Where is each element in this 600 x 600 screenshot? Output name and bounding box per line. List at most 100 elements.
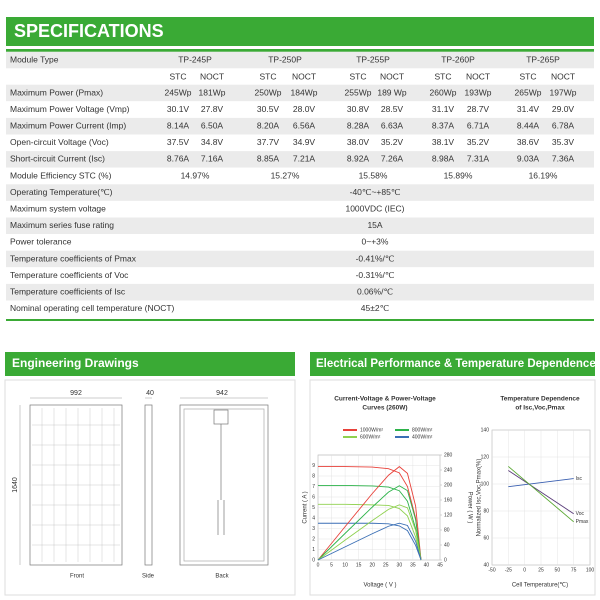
cell: 0~+3% bbox=[362, 237, 389, 247]
cell: 15.27% bbox=[271, 170, 300, 180]
cell: 35.2V bbox=[381, 137, 404, 147]
model-name: TP-250P bbox=[268, 54, 302, 64]
cell: 8.44A bbox=[517, 120, 540, 130]
y-tick-label: 120 bbox=[481, 454, 490, 460]
y-tick-label: 8 bbox=[312, 473, 315, 479]
row-label: Operating Temperature(℃) bbox=[10, 187, 113, 197]
chart-title: Temperature Dependence bbox=[500, 396, 580, 403]
section-bar bbox=[5, 352, 295, 376]
y2-tick-label: 120 bbox=[444, 512, 453, 518]
chart-title: of Isc,Voc,Pmax bbox=[515, 405, 565, 412]
cell: 255Wp bbox=[345, 87, 372, 97]
y2-tick-label: 0 bbox=[444, 557, 447, 563]
x-axis-label: Voltage ( V ) bbox=[363, 583, 396, 589]
cell: 31.4V bbox=[517, 104, 540, 114]
x-tick-label: -25 bbox=[505, 567, 512, 573]
cell: 6.50A bbox=[201, 120, 224, 130]
y-tick-label: 2 bbox=[312, 536, 315, 542]
x-tick-label: 5 bbox=[330, 562, 333, 568]
cell: 8.85A bbox=[257, 154, 280, 164]
y2-tick-label: 200 bbox=[444, 482, 453, 488]
cell: 8.28A bbox=[347, 120, 370, 130]
row-label: Temperature coefficients of Pmax bbox=[10, 253, 137, 263]
cell: 184Wp bbox=[291, 87, 318, 97]
x-tick-label: 10 bbox=[342, 562, 348, 568]
y-axis-label: Normalized Isc,Voc,Pmax(%) bbox=[477, 459, 483, 537]
title-bar bbox=[6, 17, 594, 46]
model-name: TP-260P bbox=[441, 54, 475, 64]
y-tick-label: 3 bbox=[312, 526, 315, 532]
view-label: Back bbox=[215, 574, 229, 580]
x-tick-label: 35 bbox=[410, 562, 416, 568]
y-tick-label: 40 bbox=[483, 562, 489, 568]
cell: 27.8V bbox=[201, 104, 224, 114]
x-axis-label: Cell Temperature(℃) bbox=[512, 583, 568, 589]
series-line bbox=[508, 478, 574, 488]
rule bbox=[6, 49, 594, 52]
sub-header: STC bbox=[435, 71, 452, 81]
row-bg bbox=[6, 51, 594, 69]
row-label: Temperature coefficients of Voc bbox=[10, 270, 129, 280]
dim-label: 992 bbox=[70, 390, 82, 397]
cell: 29.0V bbox=[552, 104, 575, 114]
cell: 8.14A bbox=[167, 120, 190, 130]
legend-label: 1000W/m² bbox=[360, 427, 383, 433]
row-bg bbox=[6, 184, 594, 201]
y2-tick-label: 280 bbox=[444, 452, 453, 458]
y-tick-label: 4 bbox=[312, 515, 315, 521]
series-label: Pmax bbox=[576, 519, 589, 525]
y2-tick-label: 240 bbox=[444, 467, 453, 473]
cell: 45±2℃ bbox=[361, 303, 390, 313]
row-bg bbox=[6, 167, 594, 185]
chart-title: Curves (260W) bbox=[362, 405, 407, 412]
cell: 35.2V bbox=[467, 137, 490, 147]
model-name: TP-265P bbox=[526, 54, 560, 64]
cell: 1000VDC (IEC) bbox=[345, 203, 404, 213]
cell: 31.1V bbox=[432, 104, 455, 114]
x-tick-label: 50 bbox=[555, 567, 561, 573]
x-tick-label: 20 bbox=[369, 562, 375, 568]
sub-header: NOCT bbox=[466, 71, 490, 81]
section-title: Electrical Performance & Temperature Dep… bbox=[316, 358, 596, 370]
series-label: Voc bbox=[576, 511, 585, 517]
cell: 38.6V bbox=[517, 137, 540, 147]
cell: 0.06%/℃ bbox=[357, 286, 393, 296]
row-bg bbox=[6, 283, 594, 301]
cell: 7.36A bbox=[552, 154, 575, 164]
y-tick-label: 80 bbox=[483, 508, 489, 514]
series-line bbox=[508, 466, 574, 523]
y-tick-label: 6 bbox=[312, 494, 315, 500]
header-label: Module Type bbox=[10, 54, 59, 64]
x-tick-label: 25 bbox=[538, 567, 544, 573]
cell: 30.8V bbox=[347, 104, 370, 114]
cell: 181Wp bbox=[199, 87, 226, 97]
legend-label: 600W/m² bbox=[360, 434, 381, 440]
cell: 260Wp bbox=[430, 87, 457, 97]
row-label: Maximum system voltage bbox=[10, 203, 106, 213]
cell: 15.58% bbox=[359, 170, 388, 180]
row-label: Power tolerance bbox=[10, 237, 72, 247]
cell: 7.16A bbox=[201, 154, 224, 164]
row-bg bbox=[6, 250, 594, 268]
sub-header: NOCT bbox=[551, 71, 575, 81]
row-label: Maximum series fuse rating bbox=[10, 220, 114, 230]
cell: 189 Wp bbox=[377, 87, 407, 97]
x-tick-label: 0 bbox=[523, 567, 526, 573]
legend-label: 400W/m² bbox=[412, 434, 433, 440]
row-bg bbox=[6, 117, 594, 135]
cell: 28.7V bbox=[467, 104, 490, 114]
x-tick-label: 0 bbox=[317, 562, 320, 568]
row-bg bbox=[6, 101, 594, 118]
y-tick-label: 100 bbox=[481, 481, 490, 487]
sub-header: STC bbox=[260, 71, 277, 81]
cell: 35.3V bbox=[552, 137, 575, 147]
cell: 6.71A bbox=[467, 120, 490, 130]
row-bg bbox=[6, 134, 594, 152]
y-tick-label: 0 bbox=[312, 557, 315, 563]
y-tick-label: 5 bbox=[312, 505, 315, 511]
cell: -40℃~+85℃ bbox=[350, 187, 401, 197]
cell: 9.03A bbox=[517, 154, 540, 164]
dim-label: 942 bbox=[216, 390, 228, 397]
cell: 28.5V bbox=[381, 104, 404, 114]
